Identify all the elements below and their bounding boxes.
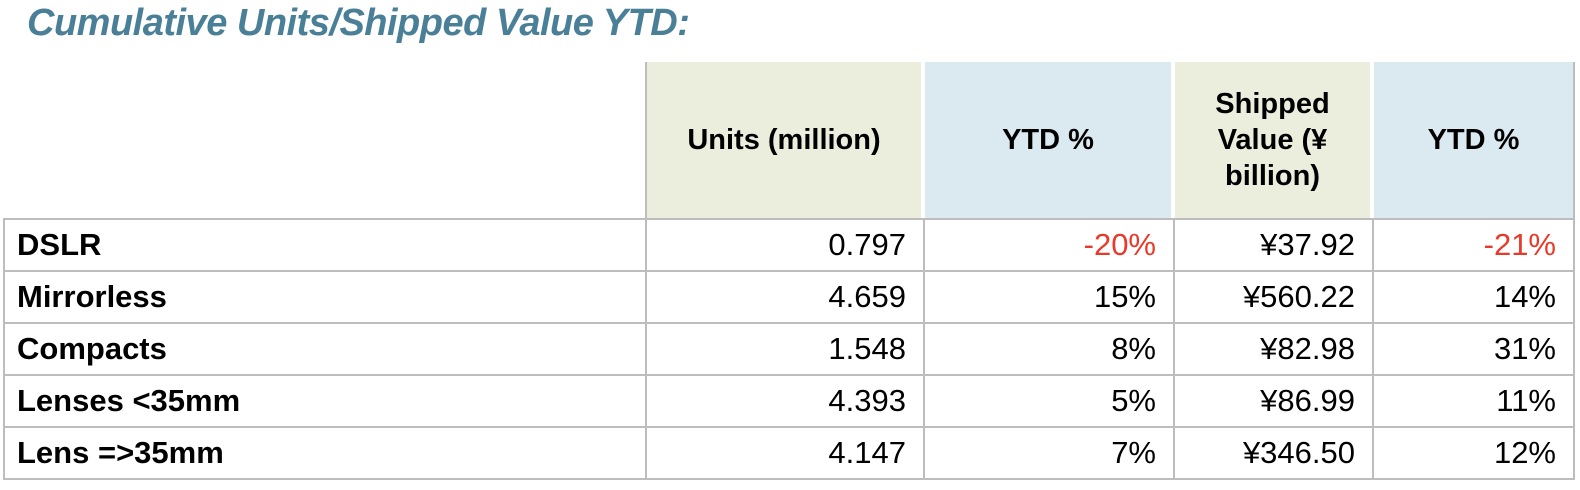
units-cell: 4.147: [647, 428, 923, 478]
corner-cell: [3, 62, 645, 218]
units-ytd-cell: 8%: [925, 324, 1173, 374]
units-cell: 4.659: [647, 272, 923, 322]
column-header-units-ytd: YTD %: [925, 62, 1175, 218]
units-cell: 1.548: [647, 324, 923, 374]
value-ytd-cell: 31%: [1374, 324, 1573, 374]
table-header-row: Units (million) YTD % Shipped Value (¥ b…: [3, 62, 1575, 218]
shipped-value-cell: ¥37.92: [1175, 220, 1372, 270]
value-ytd-cell: 14%: [1374, 272, 1573, 322]
units-cell: 0.797: [647, 220, 923, 270]
page-title: Cumulative Units/Shipped Value YTD:: [27, 2, 690, 44]
shipped-value-cell: ¥560.22: [1175, 272, 1372, 322]
row-label: Lenses <35mm: [5, 376, 645, 426]
units-ytd-cell: 15%: [925, 272, 1173, 322]
value-ytd-cell: 12%: [1374, 428, 1573, 478]
shipped-value-cell: ¥346.50: [1175, 428, 1372, 478]
column-header-value-ytd: YTD %: [1374, 62, 1575, 218]
column-header-shipped-value: Shipped Value (¥ billion): [1175, 62, 1374, 218]
table-body: DSLR 0.797 -20% ¥37.92 -21% Mirrorless 4…: [3, 218, 1575, 480]
shipped-value-cell: ¥82.98: [1175, 324, 1372, 374]
units-ytd-cell: 7%: [925, 428, 1173, 478]
shipped-value-cell: ¥86.99: [1175, 376, 1372, 426]
units-ytd-cell: -20%: [925, 220, 1173, 270]
row-label: Lens =>35mm: [5, 428, 645, 478]
units-cell: 4.393: [647, 376, 923, 426]
row-label: DSLR: [5, 220, 645, 270]
row-label: Compacts: [5, 324, 645, 374]
row-label: Mirrorless: [5, 272, 645, 322]
value-ytd-cell: -21%: [1374, 220, 1573, 270]
value-ytd-cell: 11%: [1374, 376, 1573, 426]
units-ytd-cell: 5%: [925, 376, 1173, 426]
data-table: Units (million) YTD % Shipped Value (¥ b…: [3, 62, 1575, 480]
column-header-units: Units (million): [645, 62, 925, 218]
